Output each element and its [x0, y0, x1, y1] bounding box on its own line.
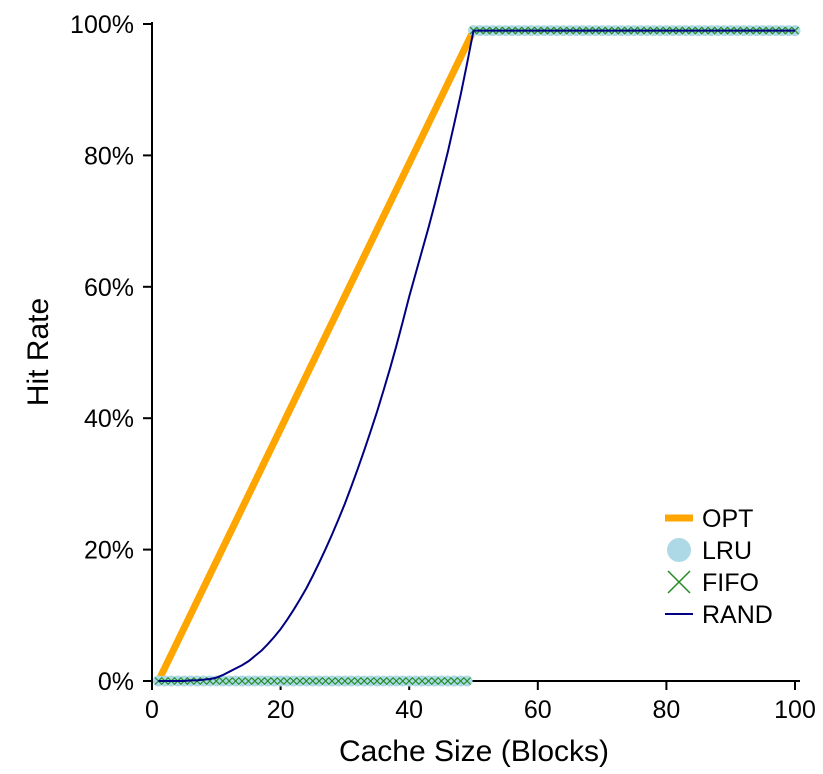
y-tick-label: 80% [84, 142, 134, 170]
y-tick-label: 100% [70, 11, 134, 39]
legend-label-fifo: FIFO [702, 569, 759, 597]
y-ticks: 0% 20% 40% 60% 80% 100% [70, 11, 152, 696]
fifo-point [334, 677, 343, 685]
fifo-point [295, 677, 304, 685]
fifo-point [263, 677, 272, 685]
x-tick-label: 20 [267, 696, 295, 724]
fifo-point [321, 677, 330, 685]
fifo-point [405, 677, 414, 685]
fifo-point [437, 677, 446, 685]
fifo-point [231, 677, 240, 685]
legend-key-lru [667, 538, 691, 562]
fifo-point [443, 677, 452, 685]
fifo-point [424, 677, 433, 685]
fifo-point [373, 677, 381, 685]
legend-label-rand: RAND [702, 601, 773, 629]
legend: OPT LRU FIFO RAND [665, 505, 773, 629]
fifo-point [411, 677, 420, 685]
fifo-point [340, 677, 349, 685]
fifo-point [302, 677, 311, 685]
fifo-point [289, 677, 298, 685]
y-tick-label: 20% [84, 537, 134, 565]
fifo-point [430, 677, 439, 685]
x-tick-label: 40 [395, 696, 423, 724]
fifo-point [270, 677, 279, 685]
x-tick-label: 0 [145, 696, 159, 724]
fifo-point [283, 677, 291, 685]
x-tick-label: 80 [652, 696, 680, 724]
fifo-point [385, 677, 394, 685]
fifo-point [360, 677, 369, 685]
y-tick-label: 40% [84, 405, 134, 433]
fifo-point [308, 677, 317, 685]
fifo-point [379, 677, 388, 685]
x-ticks: 0 20 40 60 80 100 [145, 681, 816, 724]
fifo-point [276, 677, 285, 685]
y-tick-label: 0% [98, 668, 134, 696]
y-axis-title: Hit Rate [22, 298, 55, 406]
fifo-point [450, 677, 459, 685]
series-opt-line [155, 27, 795, 683]
fifo-point [225, 677, 234, 685]
fifo-point [328, 677, 336, 685]
x-axis-title: Cache Size (Blocks) [339, 735, 609, 768]
fifo-point [392, 677, 401, 685]
fifo-point [353, 677, 362, 685]
fifo-point [257, 677, 266, 685]
legend-label-opt: OPT [702, 505, 753, 533]
fifo-point [238, 677, 246, 685]
fifo-point [456, 677, 465, 685]
fifo-point [418, 677, 426, 685]
fifo-point [315, 677, 324, 685]
fifo-point [218, 677, 227, 685]
fifo-point [463, 677, 471, 685]
plot-area [152, 25, 801, 687]
fifo-point [244, 677, 253, 685]
legend-key-fifo [667, 570, 691, 594]
series-rand-line [158, 29, 795, 682]
legend-label-lru: LRU [702, 537, 752, 565]
fifo-point [347, 677, 356, 685]
y-tick-label: 60% [84, 274, 134, 302]
x-tick-label: 60 [524, 696, 552, 724]
fifo-point [250, 677, 259, 685]
fifo-point [366, 677, 375, 685]
fifo-point [398, 677, 407, 685]
x-tick-label: 100 [774, 696, 816, 724]
